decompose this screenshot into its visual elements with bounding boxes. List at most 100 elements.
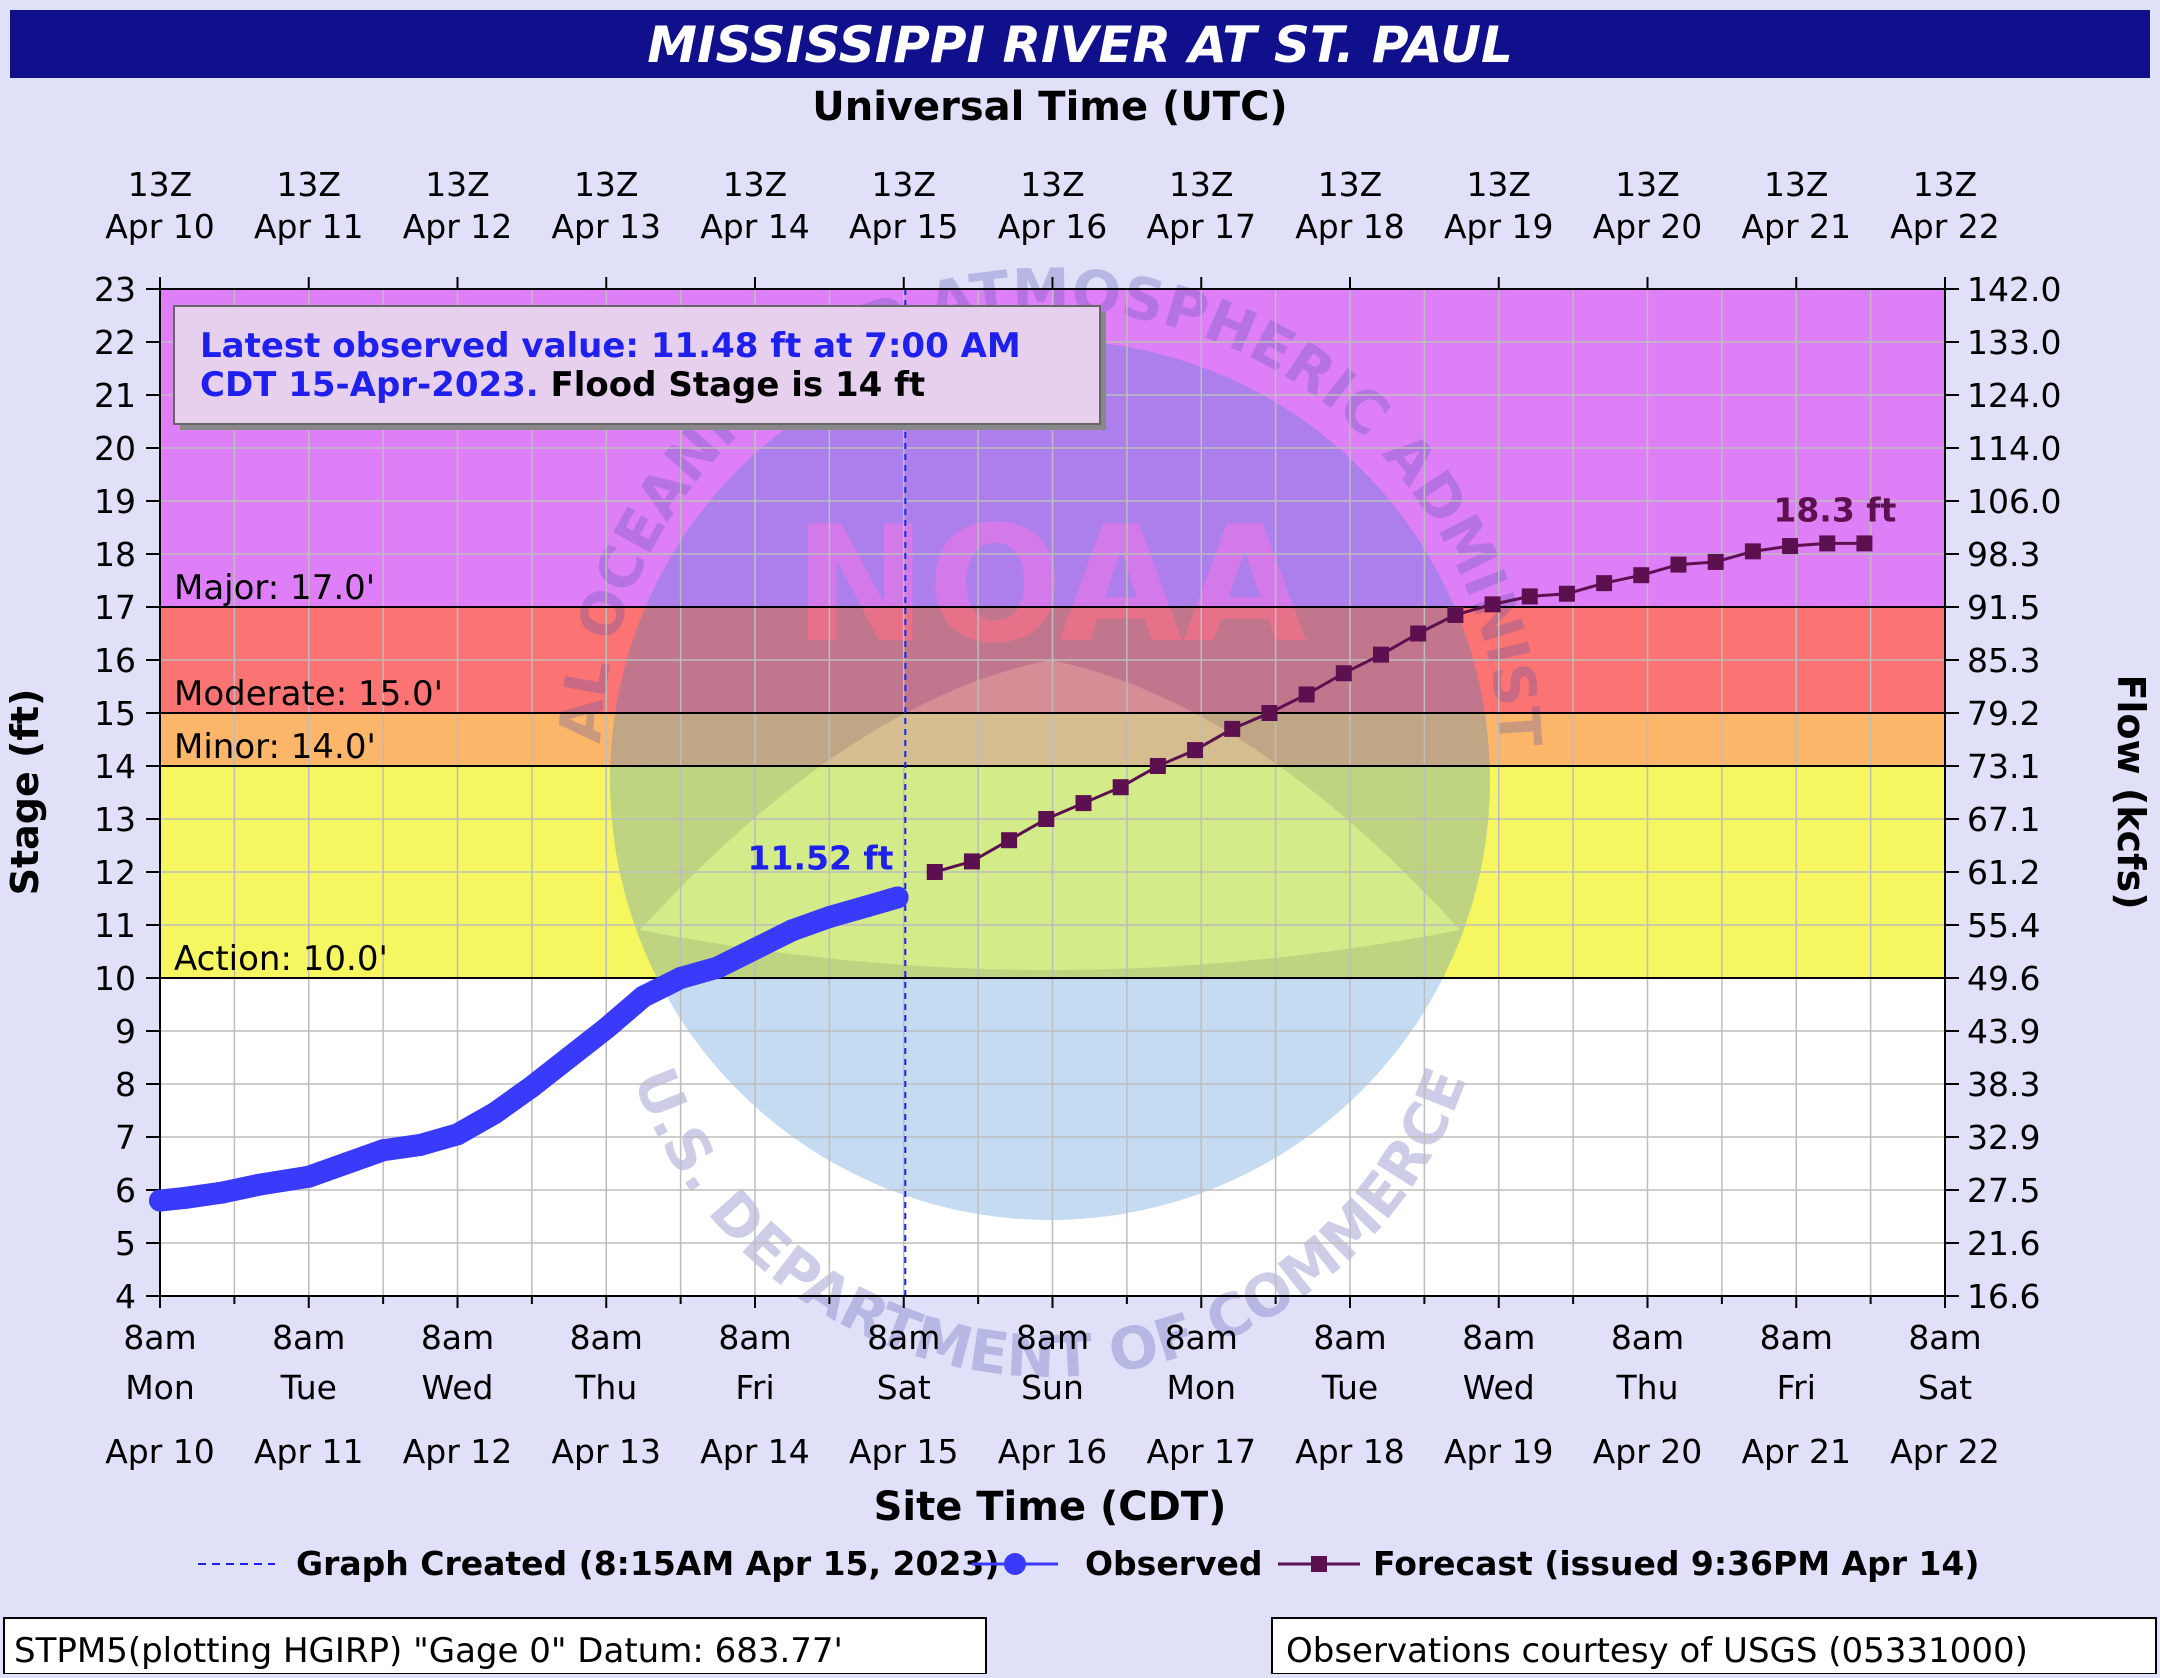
bottom-tick-time: 8am <box>1908 1318 1981 1357</box>
observed-point <box>334 1152 357 1175</box>
bottom-tick-day: Thu <box>574 1368 637 1407</box>
forecast-point <box>1596 575 1613 592</box>
observed-point <box>248 1173 271 1196</box>
right-tick-label: 85.3 <box>1967 641 2040 680</box>
right-tick-label: 38.3 <box>1967 1065 2040 1104</box>
info-line-2-flood-stage: Flood Stage is 14 ft <box>539 365 925 405</box>
footer-right-box <box>1271 1617 2157 1675</box>
observed-point <box>297 1165 320 1188</box>
top-tick-time: 13Z <box>1169 165 1234 204</box>
bottom-tick-date: Apr 17 <box>1146 1432 1256 1471</box>
right-tick-label: 142.0 <box>1967 270 2061 309</box>
forecast-point <box>963 853 980 870</box>
right-tick-label: 21.6 <box>1967 1224 2040 1263</box>
right-tick-label: 79.2 <box>1967 694 2040 733</box>
right-tick-label: 98.3 <box>1967 535 2040 574</box>
observed-point <box>483 1102 506 1125</box>
forecast-point <box>1558 585 1575 602</box>
observed-point <box>886 886 909 909</box>
bottom-tick-date: Apr 18 <box>1295 1432 1405 1471</box>
observed-point <box>372 1139 395 1162</box>
observed-point <box>210 1181 233 1204</box>
bottom-tick-date: Apr 19 <box>1444 1432 1554 1471</box>
observed-value-label: 11.52 ft <box>748 838 894 877</box>
forecast-value-label: 18.3 ft <box>1773 490 1896 529</box>
bottom-tick-time: 8am <box>421 1318 494 1357</box>
bottom-tick-time: 8am <box>867 1318 940 1357</box>
footer-right-text: Observations courtesy of USGS (05331000) <box>1286 1631 2028 1671</box>
observed-point <box>558 1046 581 1069</box>
threshold-label-action: Action: 10.0' <box>174 939 388 979</box>
observed-point <box>409 1133 432 1156</box>
left-tick-label: 21 <box>94 376 136 415</box>
info-line-1: Latest observed value: 11.48 ft at 7:00 … <box>200 326 1021 366</box>
left-tick-label: 13 <box>94 800 136 839</box>
left-tick-label: 9 <box>115 1012 136 1051</box>
bottom-tick-day: Mon <box>1166 1368 1236 1407</box>
left-tick-label: 8 <box>115 1065 136 1104</box>
left-tick-label: 18 <box>94 535 136 574</box>
threshold-label-moderate: Moderate: 15.0' <box>174 674 443 714</box>
left-tick-label: 11 <box>94 906 136 945</box>
observed-point <box>149 1189 171 1212</box>
observed-point <box>595 1017 618 1040</box>
right-tick-label: 133.0 <box>1967 323 2061 362</box>
bottom-tick-date: Apr 20 <box>1593 1432 1703 1471</box>
bottom-tick-time: 8am <box>1016 1318 1089 1357</box>
bottom-tick-day: Tue <box>1321 1368 1378 1407</box>
top-tick-date: Apr 19 <box>1444 207 1554 246</box>
left-tick-label: 6 <box>115 1171 136 1210</box>
forecast-point <box>1298 686 1315 703</box>
top-tick-time: 13Z <box>574 165 639 204</box>
bottom-tick-time: 8am <box>1165 1318 1238 1357</box>
top-axis-title: Universal Time (UTC) <box>812 84 1287 130</box>
forecast-point <box>1187 742 1204 759</box>
top-tick-time: 13Z <box>1466 165 1531 204</box>
bottom-tick-time: 8am <box>1313 1318 1386 1357</box>
bottom-tick-day: Mon <box>125 1368 195 1407</box>
forecast-point <box>1075 795 1092 812</box>
forecast-point <box>1224 720 1241 737</box>
observed-point <box>855 895 878 918</box>
observed-point <box>706 956 729 979</box>
bottom-tick-date: Apr 14 <box>700 1432 810 1471</box>
left-tick-label: 16 <box>94 641 136 680</box>
top-tick-time: 13Z <box>723 165 788 204</box>
left-tick-label: 4 <box>115 1277 136 1316</box>
bottom-tick-day: Wed <box>1463 1368 1535 1407</box>
top-tick-date: Apr 18 <box>1295 207 1405 246</box>
legend-observed-marker <box>1004 1553 1026 1575</box>
top-tick-date: Apr 10 <box>105 207 215 246</box>
bottom-tick-time: 8am <box>123 1318 196 1357</box>
right-tick-label: 55.4 <box>1967 906 2040 945</box>
left-tick-label: 12 <box>94 853 136 892</box>
legend: Graph Created (8:15AM Apr 15, 2023) Obse… <box>198 1544 1979 1583</box>
forecast-point <box>1112 779 1129 796</box>
bottom-tick-time: 8am <box>1611 1318 1684 1357</box>
forecast-point <box>1038 811 1055 827</box>
left-tick-label: 23 <box>94 270 136 309</box>
right-tick-label: 61.2 <box>1967 853 2040 892</box>
right-tick-label: 27.5 <box>1967 1171 2040 1210</box>
left-tick-label: 15 <box>94 694 136 733</box>
forecast-point <box>1744 543 1761 560</box>
right-tick-label: 106.0 <box>1967 482 2061 521</box>
observed-point <box>173 1186 196 1209</box>
left-axis-title: Stage (ft) <box>3 689 47 896</box>
observed-point <box>818 906 841 929</box>
bottom-tick-day: Sat <box>877 1368 931 1407</box>
forecast-point <box>926 864 943 880</box>
left-tick-label: 10 <box>94 959 136 998</box>
right-tick-label: 43.9 <box>1967 1012 2040 1051</box>
legend-forecast-marker <box>1311 1556 1327 1572</box>
threshold-label-major: Major: 17.0' <box>174 568 375 608</box>
left-tick-label: 17 <box>94 588 136 627</box>
bottom-tick-date: Apr 15 <box>849 1432 959 1471</box>
forecast-point <box>1782 538 1799 555</box>
top-tick-date: Apr 12 <box>403 207 513 246</box>
left-tick-label: 7 <box>115 1118 136 1157</box>
forecast-point <box>1521 588 1538 605</box>
bottom-tick-time: 8am <box>718 1318 791 1357</box>
